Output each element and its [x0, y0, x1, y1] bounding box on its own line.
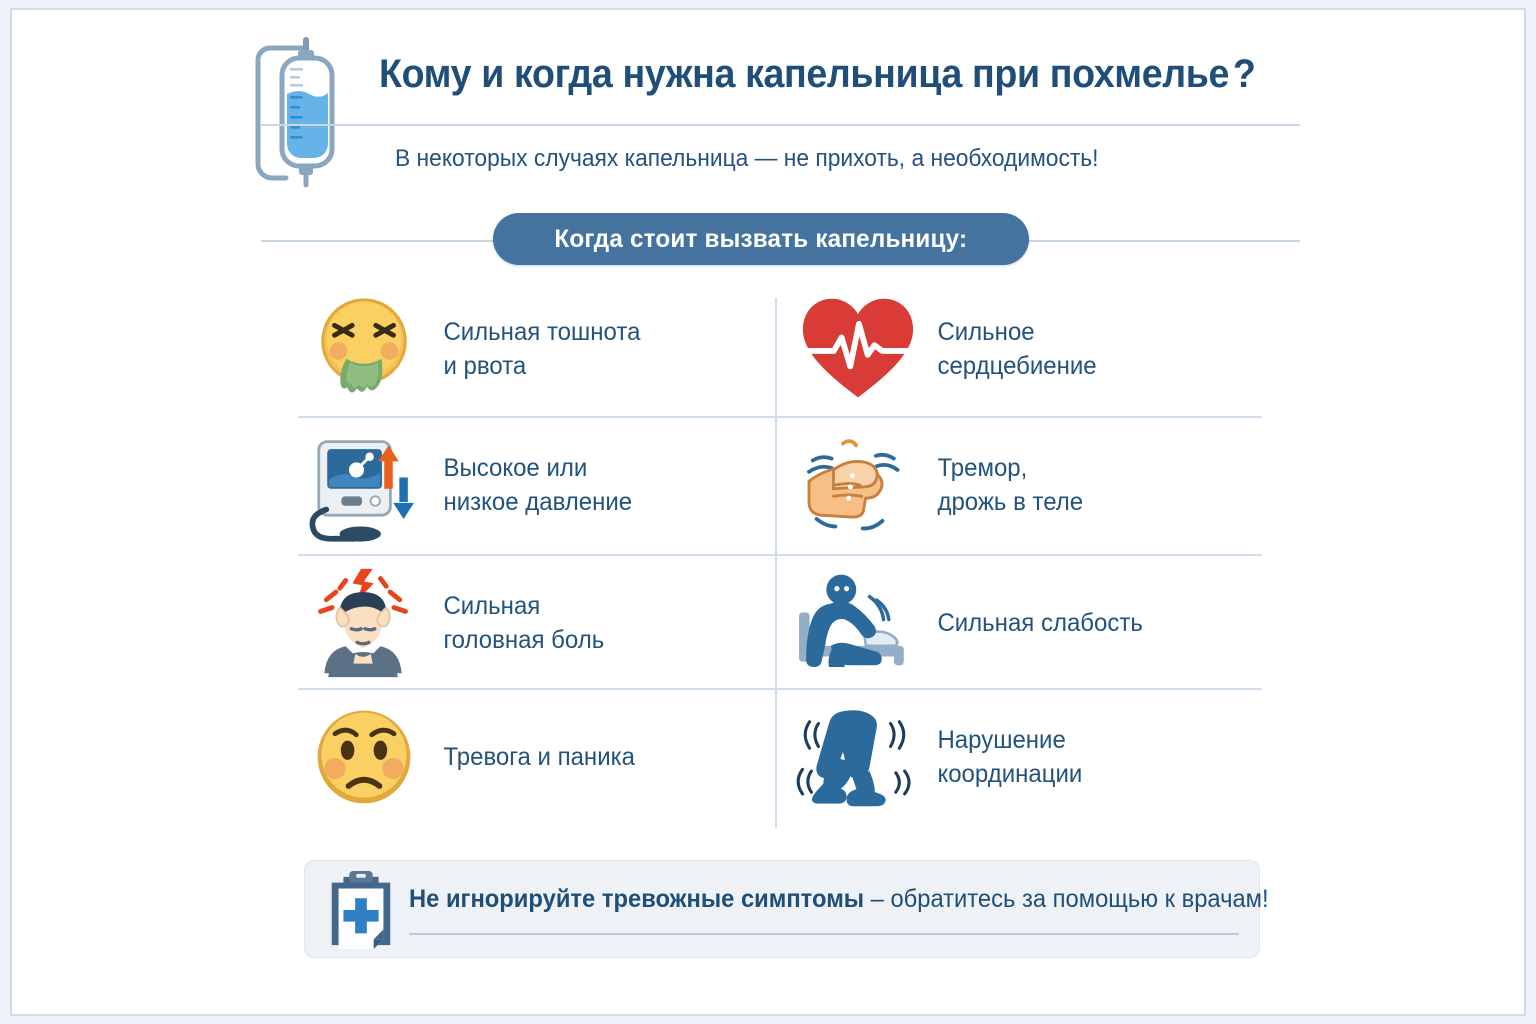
symptom-label: Тревога и паника — [430, 740, 635, 774]
symptom-label: Сильная головная боль — [430, 589, 604, 657]
page-title-text: Кому и когда нужна капельница при похмел… — [379, 52, 1230, 96]
iv-drip-bag-icon — [244, 32, 364, 198]
grid-horizontal-divider-2 — [298, 554, 1262, 556]
footer-callout: Не игнорируйте тревожные симптомы – обра… — [304, 860, 1269, 958]
worried-face-icon — [298, 695, 430, 819]
symptom-label: Сильная слабость — [924, 606, 1143, 640]
wobbly-legs-icon — [792, 695, 924, 819]
grid-horizontal-divider-1 — [298, 416, 1262, 418]
symptom-item-anxiety-panic: Тревога и паника — [298, 690, 768, 824]
section-banner: Когда стоит вызвать капельницу: — [493, 213, 1029, 265]
symptom-label: Тремор, дрожь в теле — [924, 451, 1083, 519]
symptom-label-line2: сердцебиение — [937, 352, 1097, 380]
symptom-item-nausea-vomiting: Сильная тошнота и рвота — [298, 282, 768, 416]
heart-pulse-icon — [792, 287, 924, 411]
symptom-label-line2: низкое давление — [443, 488, 633, 516]
symptom-item-palpitations: Сильное сердцебиение — [792, 282, 1262, 416]
symptom-item-weakness: Сильная слабость — [792, 556, 1262, 690]
symptom-label-line1: Тремор, — [937, 454, 1028, 482]
symptom-item-blood-pressure: Высокое или низкое давление — [298, 418, 768, 552]
person-on-bed-icon — [792, 561, 924, 685]
page-title-question-mark: ? — [1232, 52, 1256, 96]
grid-vertical-divider — [775, 298, 777, 828]
header: Кому и когда нужна капельница при похмел… — [12, 10, 1524, 265]
symptom-label: Сильное сердцебиение — [924, 315, 1097, 383]
symptom-item-tremor: Тремор, дрожь в теле — [792, 418, 1262, 552]
shaking-hands-icon — [792, 423, 924, 547]
blood-pressure-monitor-icon — [298, 423, 430, 547]
symptom-label-line2: координации — [937, 760, 1083, 788]
page-title: Кому и когда нужна капельница при похмел… — [379, 52, 1256, 97]
symptom-label-line2: дрожь в теле — [937, 488, 1084, 516]
symptom-item-headache: Сильная головная боль — [298, 556, 768, 690]
symptom-label-line1: Высокое или — [443, 454, 588, 482]
symptom-label-line1: Нарушение — [937, 726, 1066, 754]
vomiting-face-icon — [298, 287, 430, 411]
footer-underline — [409, 933, 1239, 935]
infographic-card: Кому и когда нужна капельница при похмел… — [10, 8, 1526, 1016]
symptom-label: Нарушение координации — [924, 723, 1082, 791]
page-subtitle: В некоторых случаях капельница — не прих… — [395, 145, 1099, 172]
section-banner-label: Когда стоит вызвать капельницу: — [554, 224, 968, 253]
footer-text-area: Не игнорируйте тревожные симптомы – обра… — [409, 871, 1269, 947]
symptom-label-line2: головная боль — [443, 626, 605, 654]
symptom-label-line1: Сильная тошнота — [443, 318, 641, 346]
symptom-label-line1: Сильная — [443, 592, 541, 620]
headache-person-icon — [298, 561, 430, 685]
footer-message: Не игнорируйте тревожные симптомы – обра… — [409, 885, 1269, 914]
symptom-item-coordination: Нарушение координации — [792, 690, 1262, 824]
footer-message-rest: – обратитесь за помощью к врачам! — [864, 885, 1269, 913]
symptom-label: Сильная тошнота и рвота — [430, 315, 640, 383]
divider-top — [261, 124, 1300, 126]
medical-clipboard-icon — [313, 868, 409, 950]
symptom-label-line1: Тревога и паника — [443, 743, 635, 771]
symptom-label: Высокое или низкое давление — [430, 451, 632, 519]
symptom-label-line2: и рвота — [443, 352, 527, 380]
symptoms-grid: Сильная тошнота и рвота Сильное сердцеби… — [298, 282, 1262, 828]
symptom-label-line1: Сильная слабость — [937, 609, 1143, 637]
grid-horizontal-divider-3 — [298, 688, 1262, 690]
footer-message-strong: Не игнорируйте тревожные симптомы — [409, 885, 865, 913]
symptom-label-line1: Сильное — [937, 318, 1035, 346]
